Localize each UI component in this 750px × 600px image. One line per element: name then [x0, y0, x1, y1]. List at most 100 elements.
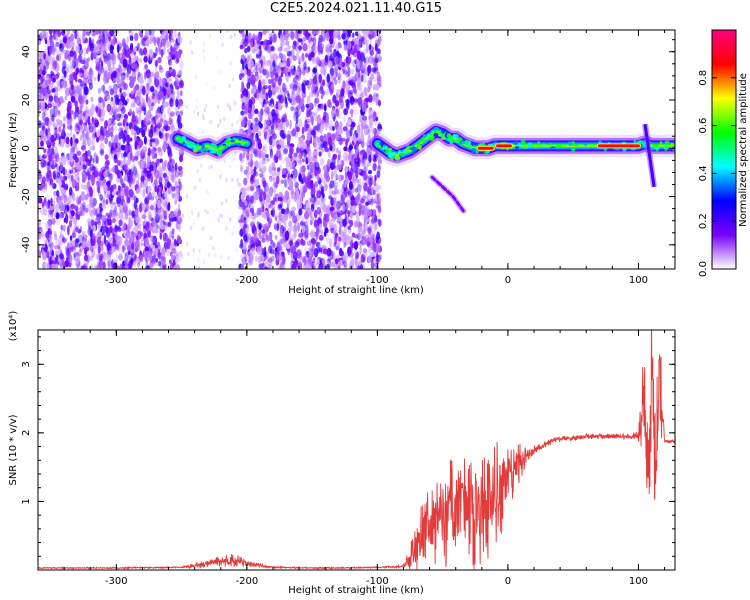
noise-speckle — [274, 224, 279, 231]
noise-speckle — [286, 160, 289, 171]
noise-speckle — [140, 39, 146, 47]
noise-speckle — [261, 235, 265, 240]
noise-speckle — [139, 254, 144, 262]
noise-speckle — [241, 32, 245, 41]
noise-speckle — [250, 247, 255, 257]
noise-speckle — [259, 173, 264, 178]
noise-speckle — [152, 220, 156, 226]
noise-speckle — [263, 85, 268, 90]
noise-speckle — [89, 244, 94, 252]
noise-speckle — [176, 57, 180, 63]
noise-speckle — [68, 213, 74, 220]
noise-speckle — [294, 194, 299, 199]
noise-speckle — [316, 190, 320, 199]
noise-speckle — [338, 208, 341, 214]
noise-speckle — [258, 166, 261, 172]
noise-speckle — [274, 193, 280, 203]
noise-speckle — [341, 33, 346, 40]
noise-speckle — [148, 77, 152, 85]
noise-speckle — [99, 142, 105, 151]
noise-speckle — [81, 120, 86, 129]
noise-speckle — [242, 31, 246, 39]
noise-speckle — [116, 83, 122, 88]
noise-speckle — [274, 180, 278, 190]
noise-speckle — [254, 117, 259, 127]
sparse-speckle — [220, 214, 224, 219]
noise-speckle — [124, 253, 128, 263]
noise-speckle — [143, 124, 147, 132]
noise-speckle — [61, 128, 65, 135]
sparse-speckle — [238, 73, 241, 79]
noise-speckle — [74, 182, 80, 187]
noise-speckle — [154, 211, 159, 222]
noise-speckle — [249, 195, 255, 204]
sparse-speckle — [189, 225, 193, 230]
sparse-speckle — [235, 248, 238, 253]
noise-speckle — [157, 252, 163, 259]
noise-speckle — [149, 33, 155, 42]
noise-speckle — [103, 234, 107, 245]
noise-speckle — [368, 154, 372, 164]
noise-speckle — [155, 158, 161, 163]
noise-speckle — [305, 225, 309, 235]
noise-speckle — [116, 45, 122, 52]
noise-speckle — [282, 255, 286, 265]
noise-speckle — [263, 131, 267, 140]
noise-speckle — [93, 152, 97, 159]
noise-speckle — [299, 184, 304, 190]
noise-speckle — [112, 184, 117, 190]
noise-speckle — [82, 240, 86, 249]
noise-speckle — [337, 30, 341, 37]
noise-speckle — [318, 210, 323, 218]
noise-speckle — [178, 49, 182, 59]
noise-speckle — [49, 241, 54, 249]
noise-speckle — [109, 261, 115, 269]
noise-speckle — [78, 120, 83, 126]
sparse-speckle — [239, 182, 242, 188]
noise-speckle — [336, 164, 340, 171]
noise-speckle — [357, 226, 363, 236]
noise-speckle — [371, 261, 375, 268]
noise-speckle — [161, 77, 165, 87]
sparse-speckle — [217, 217, 220, 223]
sparse-speckle — [229, 34, 233, 40]
noise-speckle — [49, 210, 53, 215]
noise-speckle — [159, 222, 165, 230]
noise-speckle — [40, 140, 44, 147]
noise-speckle — [309, 91, 314, 98]
noise-speckle — [292, 161, 295, 168]
noise-speckle — [354, 248, 357, 255]
noise-speckle — [266, 30, 270, 34]
noise-speckle — [345, 56, 349, 64]
noise-speckle — [116, 44, 120, 54]
noise-speckle — [44, 45, 49, 56]
noise-speckle — [158, 186, 162, 195]
noise-speckle — [76, 37, 82, 46]
noise-speckle — [178, 181, 182, 191]
noise-speckle — [84, 156, 89, 163]
noise-speckle — [150, 114, 153, 120]
noise-speckle — [89, 199, 92, 209]
noise-speckle — [151, 190, 157, 198]
noise-speckle — [135, 63, 138, 73]
noise-speckle — [252, 175, 256, 184]
noise-speckle — [154, 153, 158, 160]
noise-speckle — [56, 71, 61, 77]
noise-speckle — [44, 75, 50, 81]
noise-speckle — [144, 64, 149, 70]
noise-speckle — [277, 103, 283, 109]
noise-speckle — [354, 234, 359, 239]
noise-speckle — [128, 174, 133, 180]
noise-speckle — [120, 130, 124, 140]
noise-speckle — [308, 251, 313, 259]
noise-speckle — [97, 73, 100, 82]
noise-speckle — [329, 36, 333, 45]
noise-speckle — [348, 144, 353, 151]
noise-speckle — [247, 98, 252, 108]
noise-speckle — [99, 255, 102, 262]
noise-speckle — [118, 244, 122, 255]
noise-speckle — [48, 154, 52, 162]
noise-speckle — [81, 113, 87, 118]
noise-speckle — [167, 126, 171, 131]
noise-speckle — [340, 174, 345, 181]
